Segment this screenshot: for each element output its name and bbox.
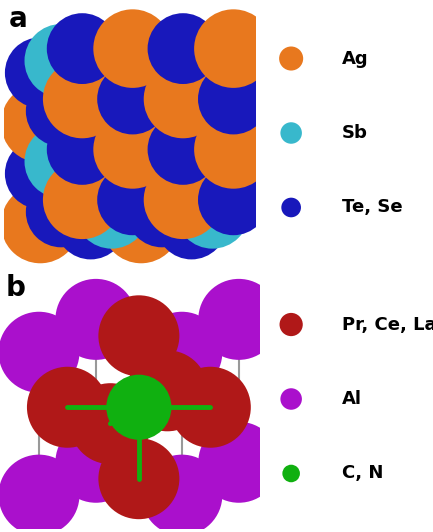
Point <box>209 107 216 115</box>
Point <box>188 119 195 128</box>
Point <box>108 107 115 115</box>
Point <box>87 69 94 77</box>
Point <box>180 196 187 204</box>
Text: a: a <box>9 5 28 34</box>
Point <box>37 69 44 77</box>
Point <box>230 145 237 154</box>
Point <box>288 203 294 212</box>
Point <box>164 387 171 395</box>
Point <box>209 157 216 166</box>
Point <box>230 44 237 53</box>
Point <box>180 145 187 154</box>
Point <box>36 491 42 500</box>
Point <box>37 119 44 128</box>
Text: Sb: Sb <box>342 124 368 142</box>
Point <box>138 69 145 77</box>
Point <box>158 157 165 166</box>
Text: Pr, Ce, La: Pr, Ce, La <box>342 315 433 334</box>
Point <box>178 491 185 500</box>
Text: Te, Se: Te, Se <box>342 198 403 217</box>
Point <box>108 157 115 166</box>
Text: Al: Al <box>342 390 362 408</box>
Point <box>129 145 136 154</box>
Point <box>188 169 195 178</box>
Point <box>235 458 242 467</box>
Point <box>87 220 94 228</box>
Point <box>64 403 71 412</box>
Point <box>108 56 115 65</box>
Point <box>36 348 42 356</box>
Point <box>230 95 237 103</box>
Point <box>288 469 294 478</box>
Point <box>92 315 99 323</box>
Text: b: b <box>5 275 25 302</box>
Point <box>158 56 165 65</box>
Point <box>79 145 86 154</box>
Point <box>129 95 136 103</box>
Point <box>58 56 65 65</box>
Point <box>58 107 65 115</box>
Point <box>188 220 195 228</box>
Point <box>58 157 65 166</box>
Point <box>288 395 294 403</box>
Text: C, N: C, N <box>342 464 384 483</box>
Point <box>138 119 145 128</box>
Point <box>129 196 136 204</box>
Point <box>158 207 165 216</box>
Point <box>79 196 86 204</box>
Point <box>235 315 242 323</box>
Point <box>92 458 99 467</box>
Point <box>158 107 165 115</box>
Point <box>188 69 195 77</box>
Point <box>58 207 65 216</box>
Point <box>37 169 44 178</box>
Point <box>288 129 294 137</box>
Point <box>37 220 44 228</box>
Point <box>209 207 216 216</box>
Point <box>87 169 94 178</box>
Point <box>180 95 187 103</box>
Point <box>107 419 114 428</box>
Point <box>108 207 115 216</box>
Point <box>79 95 86 103</box>
Point <box>138 220 145 228</box>
Point <box>79 44 86 53</box>
Point <box>288 320 294 329</box>
Point <box>136 475 142 483</box>
Point <box>136 403 142 412</box>
Point <box>209 56 216 65</box>
Point <box>129 44 136 53</box>
Point <box>178 348 185 356</box>
Point <box>180 44 187 53</box>
Point <box>288 54 294 63</box>
Point <box>207 403 214 412</box>
Point <box>230 196 237 204</box>
Text: Ag: Ag <box>342 49 368 68</box>
Point <box>138 169 145 178</box>
Point <box>87 119 94 128</box>
Point <box>136 331 142 340</box>
